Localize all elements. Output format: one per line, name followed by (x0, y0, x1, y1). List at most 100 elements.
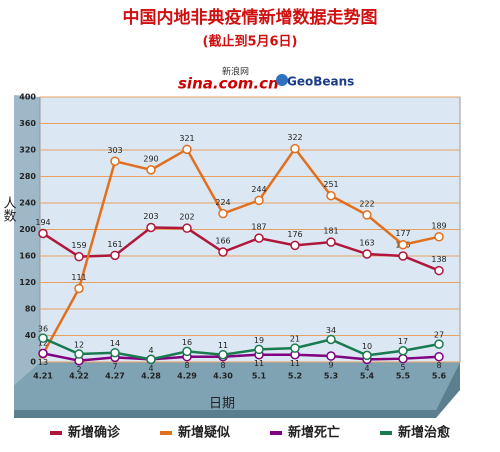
value-label: 222 (359, 199, 374, 208)
x-tick-label: 4.22 (69, 372, 89, 381)
logo-text: 新浪网 (222, 66, 249, 78)
point (434, 232, 444, 242)
point (326, 190, 336, 201)
series-line (42, 226, 440, 272)
legend-label: 新增治愈 (398, 425, 451, 441)
x-tick-label: 5.3 (324, 372, 338, 381)
value-label: 19 (254, 336, 264, 345)
value-label: 321 (179, 134, 194, 143)
legend-label: 新增疑似 (178, 425, 230, 441)
x-tick-label: 4.30 (213, 372, 233, 381)
y-tick-label: 40 (25, 331, 37, 340)
x-tick-label: 5.4 (360, 372, 375, 381)
logo-text: GeoBeans (287, 75, 354, 89)
value-label: 8 (184, 361, 189, 370)
value-label: 187 (251, 223, 266, 232)
value-label: 194 (35, 218, 50, 227)
value-label: 10 (362, 342, 372, 351)
value-label: 8 (220, 361, 225, 370)
value-label: 161 (107, 240, 122, 249)
point (326, 334, 336, 345)
value-label: 12 (74, 341, 84, 350)
value-label: 138 (431, 255, 446, 264)
value-label: 202 (179, 213, 194, 222)
point (326, 351, 336, 361)
value-label: 11 (218, 341, 228, 350)
value-label: 9 (328, 361, 333, 370)
value-label: 244 (251, 185, 266, 194)
point (218, 349, 228, 360)
x-tick-label: 5.5 (396, 372, 411, 381)
x-axis-label: 日期 (209, 397, 235, 412)
y-tick-label: 200 (19, 225, 36, 234)
y-tick-label: 240 (19, 199, 36, 208)
point (434, 339, 444, 349)
value-label: 2 (76, 365, 81, 374)
value-label: 303 (107, 146, 122, 155)
point (74, 283, 84, 294)
point (74, 251, 84, 262)
legend-label: 新增确诊 (68, 425, 121, 441)
chart-title: 中国内地非典疫情新增数据走势图 (123, 7, 378, 28)
value-label: 203 (143, 212, 158, 221)
floor-edge (14, 410, 436, 418)
point (38, 333, 48, 343)
value-label: 166 (215, 237, 230, 246)
y-axis-label: 人数 (1, 196, 17, 222)
value-label: 224 (215, 198, 230, 207)
legend-label: 新增死亡 (288, 425, 340, 441)
point (326, 237, 336, 247)
value-label: 36 (38, 325, 48, 334)
point (182, 144, 192, 155)
point (146, 222, 156, 233)
logo-icon (276, 74, 288, 86)
value-label: 111 (71, 273, 86, 282)
x-tick-label: 4.21 (33, 372, 53, 381)
series-line (42, 352, 440, 362)
x-tick-label: 5.1 (252, 372, 267, 381)
point (146, 354, 156, 365)
x-tick-label: 5.6 (432, 372, 447, 381)
logo-text: sina.com.cn (178, 75, 279, 93)
value-label: 189 (431, 221, 446, 230)
x-tick-label: 4.28 (141, 372, 161, 381)
point (398, 251, 408, 261)
value-label: 4 (148, 346, 153, 355)
point (254, 195, 264, 206)
value-label: 181 (323, 227, 338, 236)
value-label: 4 (148, 364, 153, 373)
value-label: 13 (38, 358, 48, 367)
point (362, 249, 372, 259)
y-tick-label: 280 (19, 172, 36, 181)
x-tick-label: 5.2 (288, 372, 302, 381)
point (434, 265, 444, 276)
value-label: 11 (254, 359, 264, 368)
value-label: 177 (395, 229, 410, 238)
y-tick-label: 160 (19, 252, 36, 261)
y-tick-label: 0 (30, 358, 36, 367)
value-label: 14 (110, 339, 120, 348)
point (398, 353, 408, 364)
value-label: 251 (323, 180, 338, 189)
series-line (42, 337, 440, 361)
value-label: 27 (434, 331, 444, 340)
floor (14, 362, 460, 410)
value-label: 7 (112, 362, 117, 371)
point (218, 208, 228, 219)
side-wall (14, 95, 40, 385)
point (74, 349, 84, 359)
point (38, 348, 48, 359)
value-label: 17 (398, 337, 408, 346)
value-label: 11 (290, 359, 300, 368)
point (362, 210, 372, 220)
value-label: 34 (326, 326, 336, 335)
point (290, 240, 300, 251)
point (254, 344, 264, 355)
x-tick-label: 4.27 (105, 372, 125, 381)
y-tick-label: 320 (19, 146, 36, 155)
point (182, 346, 192, 357)
value-label: 322 (287, 133, 302, 142)
value-label: 163 (359, 239, 374, 248)
x-tick-label: 4.29 (177, 372, 197, 381)
